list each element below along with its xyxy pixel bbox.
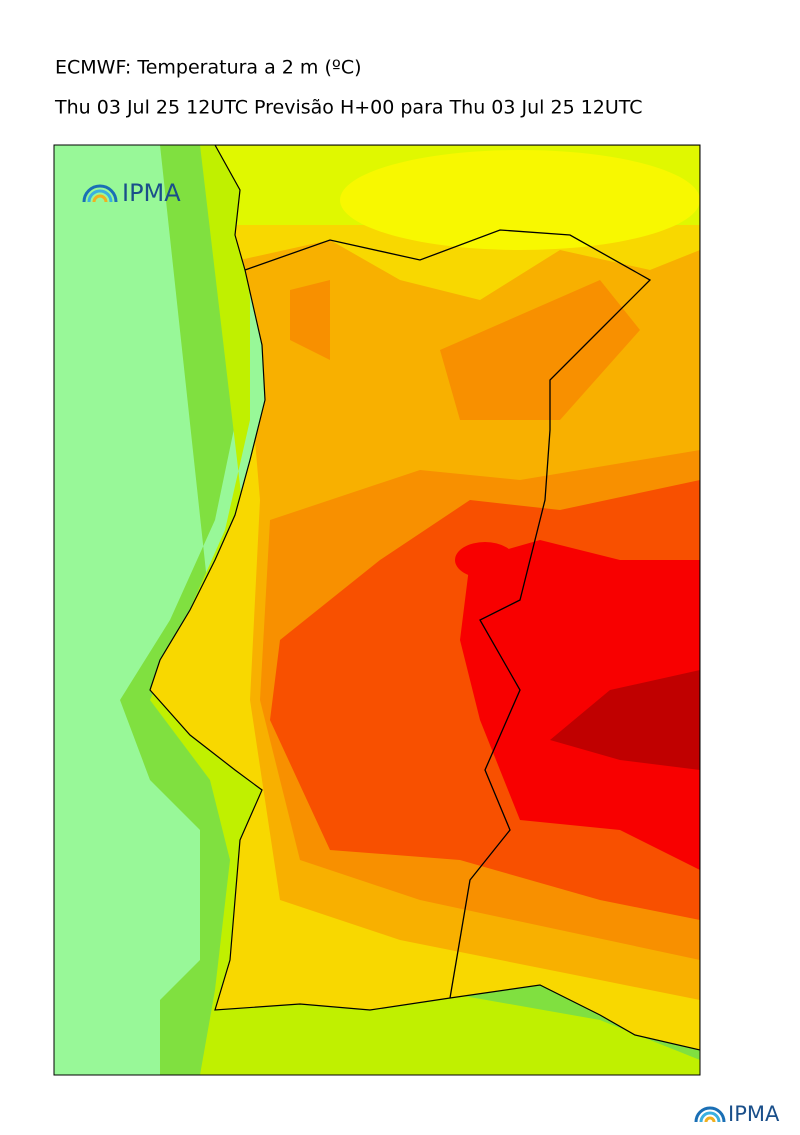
title: ECMWF: Temperatura a 2 m (ºC)	[55, 57, 362, 79]
footer-logo: IPMA	[694, 1102, 780, 1126]
map: IPMA	[54, 145, 700, 1075]
logo-text: IPMA	[122, 179, 181, 207]
subtitle: Thu 03 Jul 25 12UTC Previsão H+00 para T…	[54, 97, 643, 119]
ipma-logo: IPMA	[82, 179, 181, 207]
map-frame	[53, 144, 701, 1076]
footer-logo-text: IPMA	[728, 1102, 780, 1126]
